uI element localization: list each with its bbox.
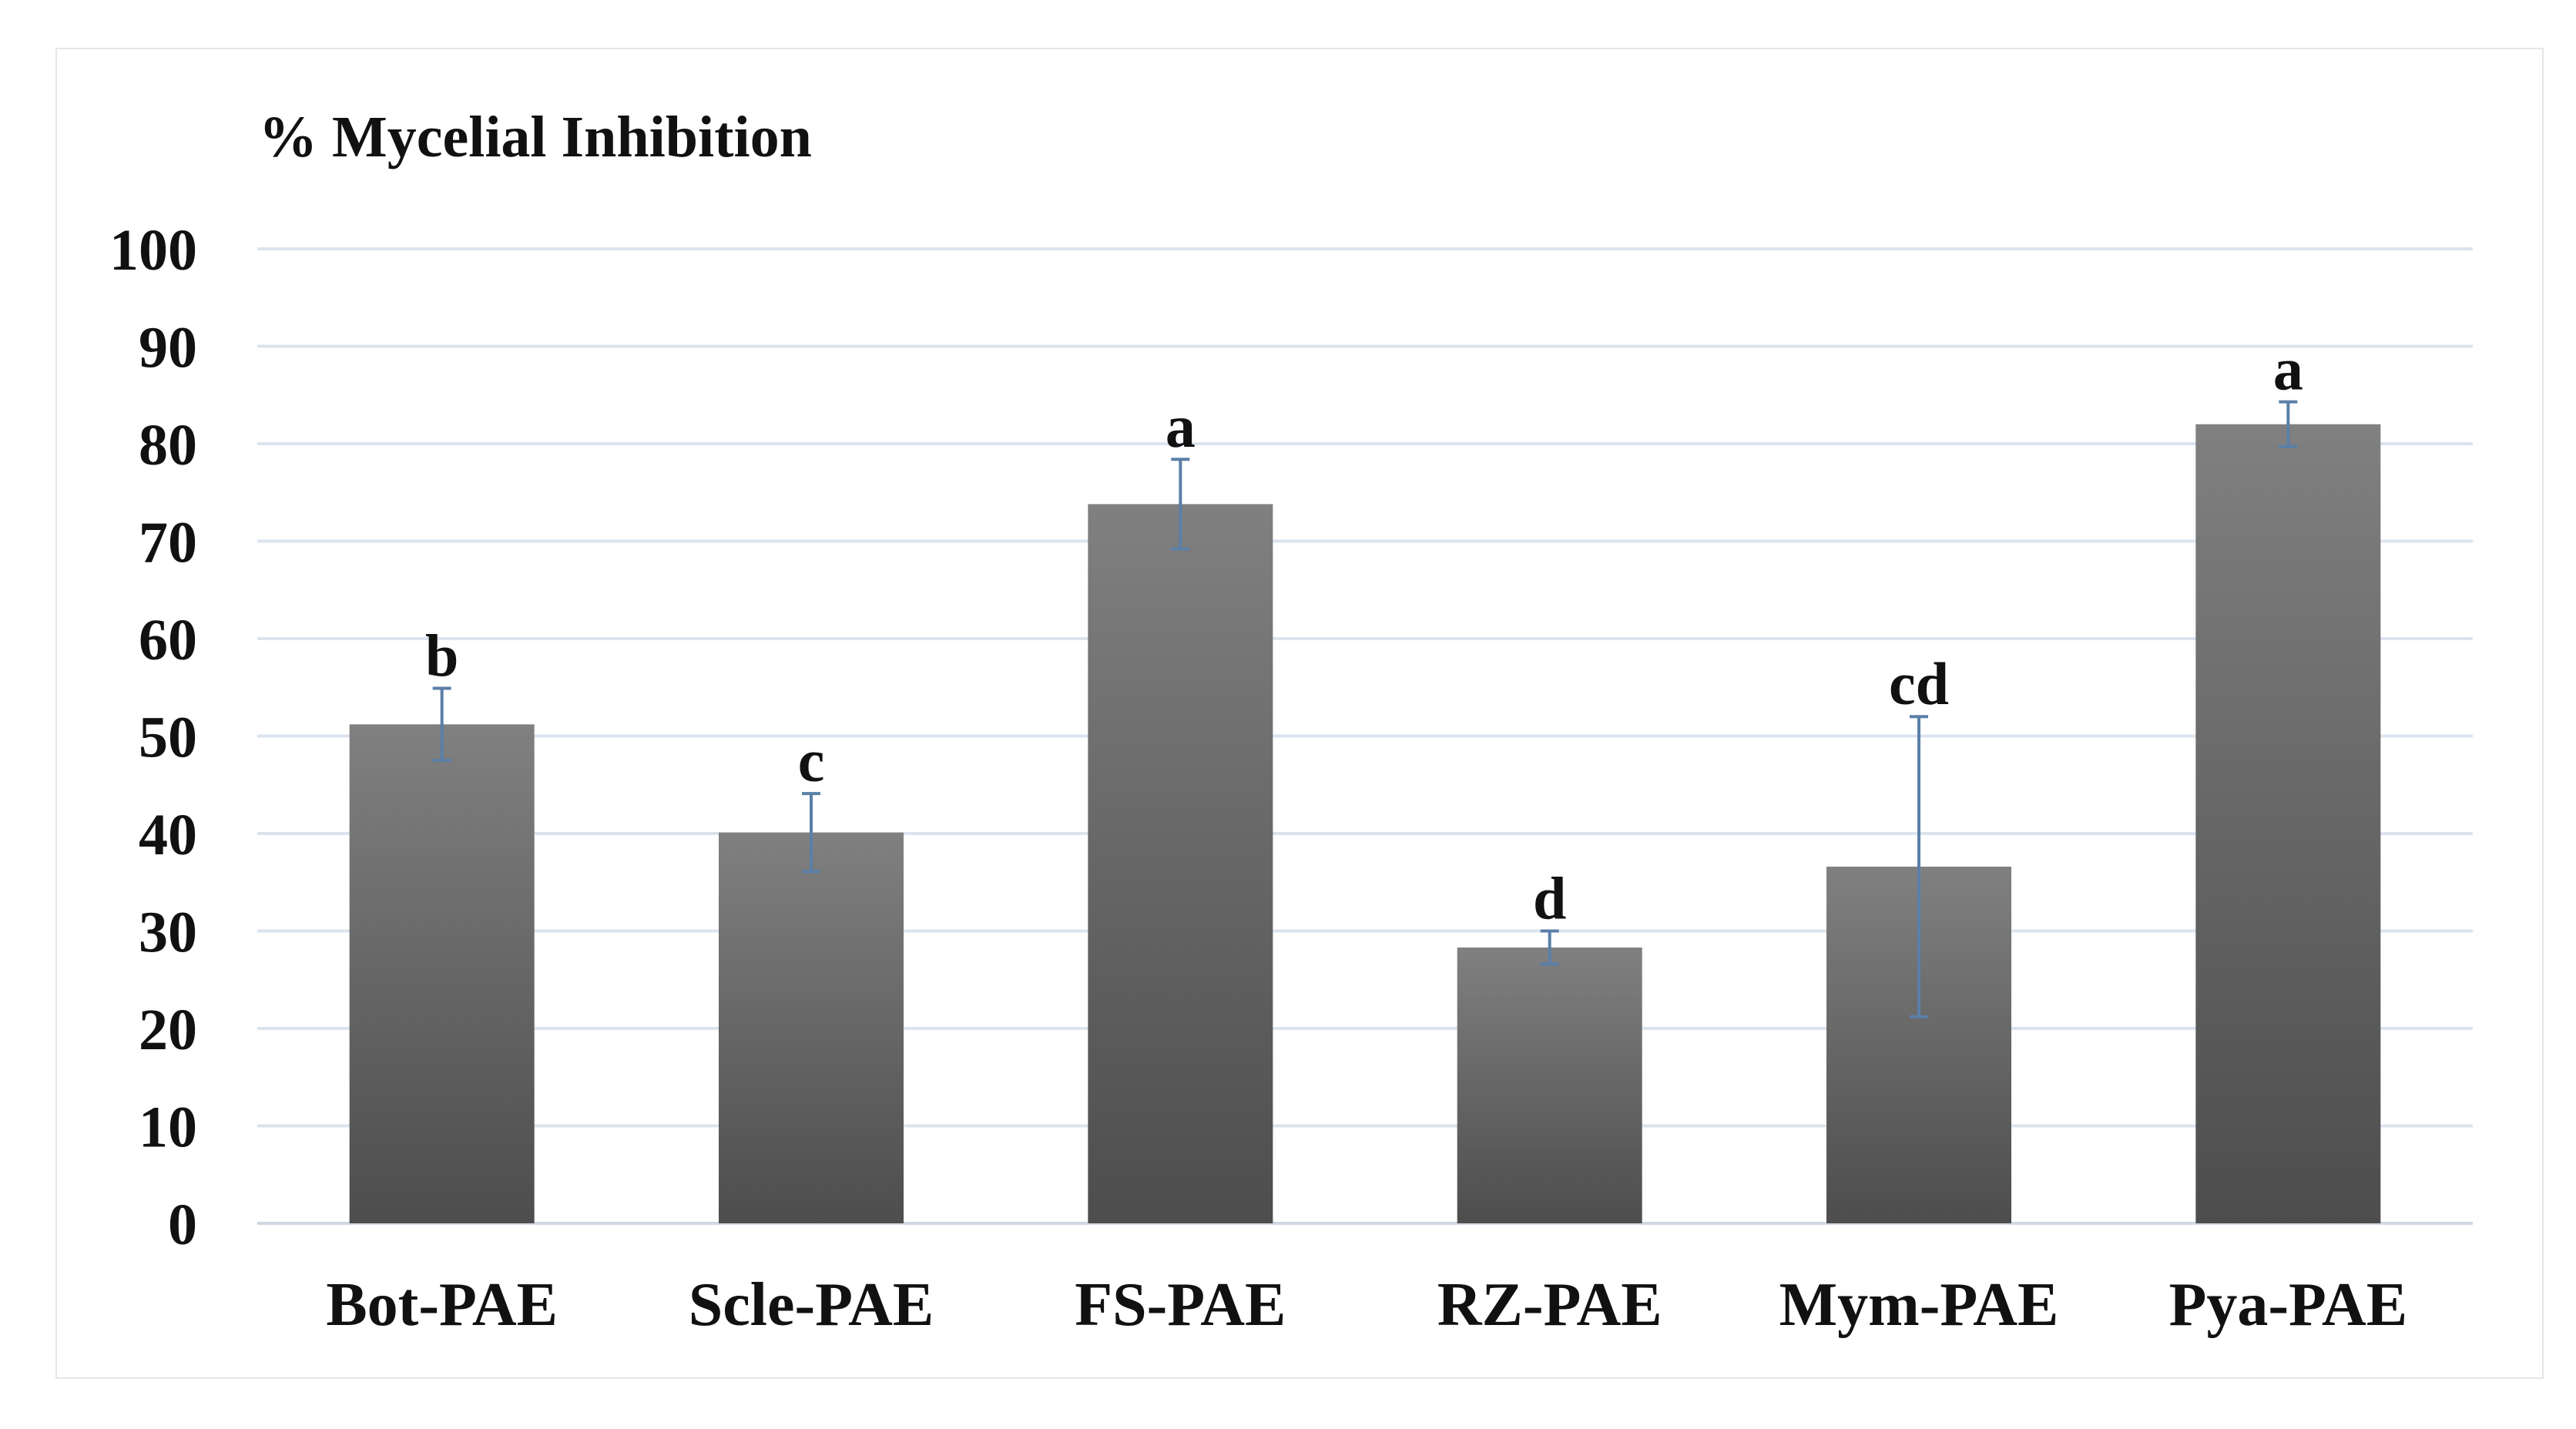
- bar: [1457, 948, 1642, 1223]
- y-tick-label: 10: [139, 1095, 197, 1160]
- y-tick-label: 100: [109, 218, 197, 283]
- gridlines: [257, 247, 2473, 1225]
- y-tick-label: 60: [139, 608, 197, 673]
- y-tick-label: 20: [139, 998, 197, 1062]
- significance-letter: c: [798, 727, 825, 794]
- chart-title: % Mycelial Inhibition: [259, 105, 812, 169]
- error-bar: [1910, 715, 1928, 1018]
- y-axis-ticks: 0 10 20 30 40 50 60 70 80 90 100: [109, 218, 197, 1257]
- bar: [349, 724, 535, 1223]
- bar: [719, 832, 904, 1223]
- error-bar: [802, 792, 820, 874]
- significance-letter: d: [1533, 865, 1566, 932]
- bar: [1088, 504, 1273, 1223]
- error-bar: [1540, 929, 1559, 966]
- y-tick-label: 40: [139, 803, 197, 867]
- x-axis-labels: Bot-PAE Scle-PAE FS-PAE RZ-PAE Mym-PAE Pya-PA…: [326, 1271, 2407, 1339]
- x-tick-label: Scle-PAE: [689, 1271, 934, 1339]
- x-tick-label: RZ-PAE: [1437, 1271, 1662, 1339]
- error-bar: [2279, 400, 2298, 448]
- error-bar: [1171, 458, 1190, 551]
- significance-letter: cd: [1889, 650, 1949, 717]
- x-tick-label: Mym-PAE: [1779, 1271, 2059, 1339]
- significance-letter: a: [2273, 336, 2303, 403]
- y-tick-label: 0: [168, 1193, 197, 1257]
- error-bars: [432, 400, 2298, 1018]
- bar: [2195, 424, 2381, 1224]
- significance-letters: b c a d cd a: [425, 336, 2303, 932]
- significance-letter: b: [425, 622, 458, 689]
- error-bar: [432, 686, 451, 763]
- y-tick-label: 30: [139, 901, 197, 965]
- x-tick-label: Bot-PAE: [326, 1271, 558, 1339]
- y-tick-label: 80: [139, 413, 197, 478]
- y-tick-label: 70: [139, 511, 197, 575]
- y-tick-label: 90: [139, 316, 197, 381]
- significance-letter: a: [1166, 393, 1196, 460]
- y-tick-label: 50: [139, 706, 197, 770]
- bars: [349, 424, 2381, 1224]
- x-tick-label: Pya-PAE: [2169, 1271, 2408, 1339]
- x-tick-label: FS-PAE: [1075, 1271, 1286, 1339]
